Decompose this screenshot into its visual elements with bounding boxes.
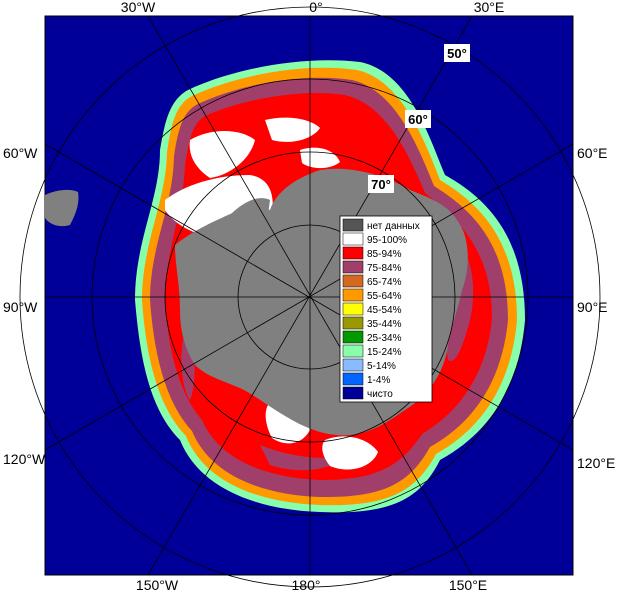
legend-label: 5-14% (367, 361, 396, 372)
label-30w: 30°W (121, 0, 156, 15)
lat-label-50: 50° (447, 46, 467, 61)
legend-label: 95-100% (367, 235, 407, 246)
label-120w: 120°W (3, 451, 46, 467)
label-180: 180° (292, 577, 321, 593)
lat-label-60: 60° (408, 112, 428, 127)
legend-swatch (342, 218, 364, 232)
legend-swatch (342, 316, 364, 330)
legend-label: 85-94% (367, 249, 402, 260)
lat-70-bg (368, 175, 394, 193)
label-60e: 60°E (577, 145, 608, 161)
legend-label: 1-4% (367, 375, 390, 386)
legend-swatch (342, 288, 364, 302)
lat-label-70: 70° (371, 177, 391, 192)
legend-swatch (342, 386, 364, 400)
legend-swatch (342, 246, 364, 260)
legend-label: 35-44% (367, 319, 402, 330)
label-90e: 90°E (577, 299, 608, 315)
legend-label: 15-24% (367, 347, 402, 358)
ice-white-weddell-c (265, 117, 320, 142)
legend-label: 25-34% (367, 333, 402, 344)
legend-swatch (342, 302, 364, 316)
label-0: 0° (309, 0, 322, 15)
legend-label: чисто (367, 389, 393, 400)
legend-label: 55-64% (367, 291, 402, 302)
lat-60-bg (405, 110, 431, 128)
legend-swatch (342, 274, 364, 288)
south-america-tip (45, 189, 79, 227)
lat-circle-50 (19, 6, 601, 588)
legend-label: 65-74% (367, 277, 402, 288)
legend-swatch (342, 344, 364, 358)
ice-patch-75-84-c (260, 445, 345, 471)
lat-50-bg (444, 44, 470, 62)
label-120e: 120°E (577, 455, 615, 471)
legend-swatch (342, 330, 364, 344)
label-150e: 150°E (449, 577, 487, 593)
legend: нет данных 95-100% 85-94% 75-84% 65-74% 55-64… (339, 215, 433, 403)
ice-layer (45, 60, 525, 513)
legend-swatch (342, 372, 364, 386)
legend-label: нет данных (367, 221, 420, 232)
meridian-30e (147, 16, 473, 575)
meridian-60e (45, 143, 573, 451)
label-90w: 90°W (3, 299, 38, 315)
label-150w: 150°W (136, 577, 179, 593)
label-30e: 30°E (474, 0, 505, 15)
legend-label: 75-84% (367, 263, 402, 274)
label-60w: 60°W (3, 145, 38, 161)
legend-swatch (342, 232, 364, 246)
ice-white-weddell-b (189, 131, 255, 178)
ice-white-ross-b (322, 436, 378, 470)
antarctic-peninsula (230, 198, 270, 225)
legend-swatch (342, 358, 364, 372)
legend-items: нет данных 95-100% 85-94% 75-84% 65-74% 55-64… (342, 218, 420, 400)
legend-swatch (342, 260, 364, 274)
legend-label: 45-54% (367, 305, 402, 316)
